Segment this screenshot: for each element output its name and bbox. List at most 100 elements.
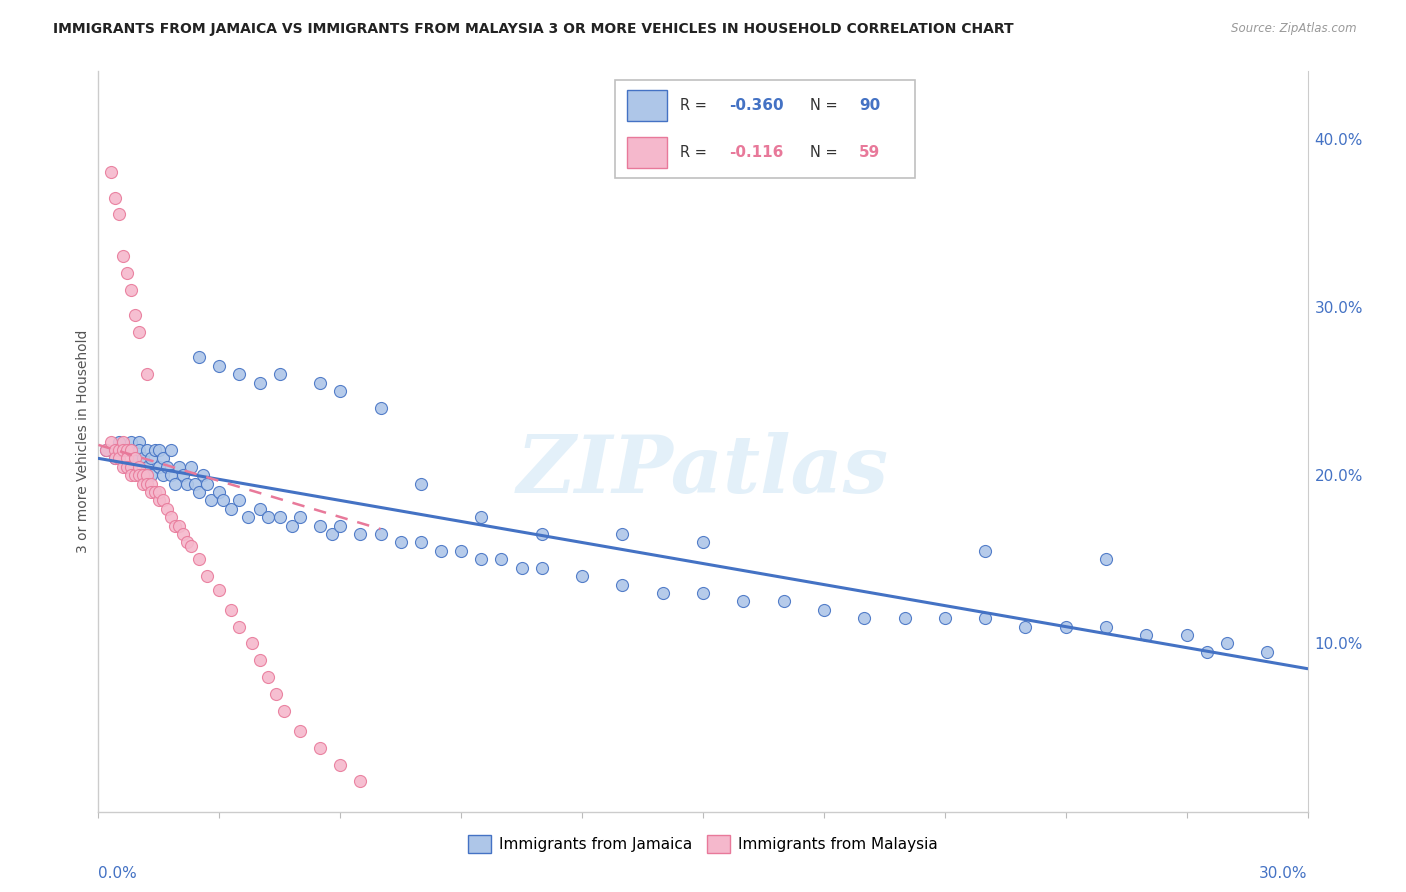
Text: -0.360: -0.360 bbox=[730, 98, 783, 112]
Point bbox=[430, 544, 453, 558]
Point bbox=[370, 401, 392, 415]
Point bbox=[249, 653, 271, 667]
Point bbox=[180, 459, 202, 474]
Point bbox=[221, 501, 243, 516]
Point bbox=[115, 459, 138, 474]
Point bbox=[128, 459, 150, 474]
Y-axis label: 3 or more Vehicles in Household: 3 or more Vehicles in Household bbox=[76, 330, 90, 553]
Point bbox=[107, 442, 129, 457]
Point bbox=[148, 493, 170, 508]
Text: Source: ZipAtlas.com: Source: ZipAtlas.com bbox=[1232, 22, 1357, 36]
Point bbox=[111, 249, 134, 264]
Point bbox=[124, 451, 146, 466]
Point bbox=[264, 687, 287, 701]
Point bbox=[115, 459, 138, 474]
Point bbox=[139, 451, 162, 466]
Point bbox=[148, 485, 170, 500]
Text: N =: N = bbox=[810, 98, 842, 112]
Point bbox=[329, 384, 352, 398]
Point bbox=[103, 451, 125, 466]
Text: 59: 59 bbox=[859, 145, 880, 160]
Point bbox=[120, 283, 142, 297]
Point bbox=[156, 459, 179, 474]
Point bbox=[208, 582, 231, 597]
Point bbox=[1014, 619, 1036, 633]
Point bbox=[156, 501, 179, 516]
Point bbox=[128, 468, 150, 483]
Point bbox=[111, 434, 134, 449]
Point bbox=[163, 476, 186, 491]
Point bbox=[772, 594, 794, 608]
Point bbox=[152, 451, 174, 466]
Point bbox=[212, 493, 235, 508]
Point bbox=[139, 476, 162, 491]
Point bbox=[221, 603, 243, 617]
Point bbox=[152, 493, 174, 508]
Point bbox=[148, 459, 170, 474]
Text: IMMIGRANTS FROM JAMAICA VS IMMIGRANTS FROM MALAYSIA 3 OR MORE VEHICLES IN HOUSEH: IMMIGRANTS FROM JAMAICA VS IMMIGRANTS FR… bbox=[53, 22, 1014, 37]
Point bbox=[103, 190, 125, 204]
Point bbox=[974, 544, 997, 558]
Point bbox=[176, 535, 198, 549]
Point bbox=[188, 351, 211, 365]
Point bbox=[692, 535, 714, 549]
Point bbox=[329, 757, 352, 772]
Point bbox=[115, 451, 138, 466]
Point bbox=[1095, 552, 1118, 566]
Point bbox=[1054, 619, 1077, 633]
Point bbox=[349, 774, 371, 789]
Point bbox=[139, 468, 162, 483]
Point bbox=[107, 434, 129, 449]
Point bbox=[208, 359, 231, 373]
Point bbox=[124, 451, 146, 466]
Point bbox=[115, 266, 138, 280]
Point bbox=[409, 535, 432, 549]
Point bbox=[163, 518, 186, 533]
Point bbox=[176, 476, 198, 491]
Point bbox=[288, 723, 311, 738]
Point bbox=[409, 476, 432, 491]
Point bbox=[228, 493, 250, 508]
Point bbox=[100, 434, 122, 449]
Point bbox=[450, 544, 472, 558]
Point bbox=[172, 468, 194, 483]
Point bbox=[510, 560, 533, 574]
Point bbox=[530, 560, 553, 574]
Point bbox=[692, 586, 714, 600]
Text: N =: N = bbox=[810, 145, 842, 160]
Point bbox=[96, 442, 118, 457]
Point bbox=[100, 165, 122, 179]
Point bbox=[273, 704, 295, 718]
Point bbox=[132, 476, 155, 491]
Point bbox=[111, 442, 134, 457]
Point bbox=[470, 510, 492, 524]
Point bbox=[651, 586, 673, 600]
Point bbox=[139, 485, 162, 500]
Point bbox=[135, 476, 157, 491]
Point bbox=[309, 376, 332, 390]
Point bbox=[120, 459, 142, 474]
Point bbox=[491, 552, 513, 566]
Point bbox=[188, 485, 211, 500]
Text: 30.0%: 30.0% bbox=[1260, 865, 1308, 880]
Point bbox=[240, 636, 263, 650]
Point bbox=[193, 468, 215, 483]
Point bbox=[115, 442, 138, 457]
Point bbox=[974, 611, 997, 625]
Point bbox=[128, 442, 150, 457]
Point bbox=[269, 510, 291, 524]
Point bbox=[228, 368, 250, 382]
Point bbox=[530, 527, 553, 541]
Point bbox=[813, 603, 835, 617]
Point bbox=[1216, 636, 1239, 650]
Point bbox=[120, 468, 142, 483]
FancyBboxPatch shape bbox=[627, 137, 668, 168]
Point bbox=[195, 569, 218, 583]
Point bbox=[228, 619, 250, 633]
Point bbox=[120, 442, 142, 457]
Point bbox=[135, 442, 157, 457]
Point bbox=[128, 434, 150, 449]
Point bbox=[1256, 645, 1278, 659]
Point bbox=[612, 527, 634, 541]
Point bbox=[124, 468, 146, 483]
